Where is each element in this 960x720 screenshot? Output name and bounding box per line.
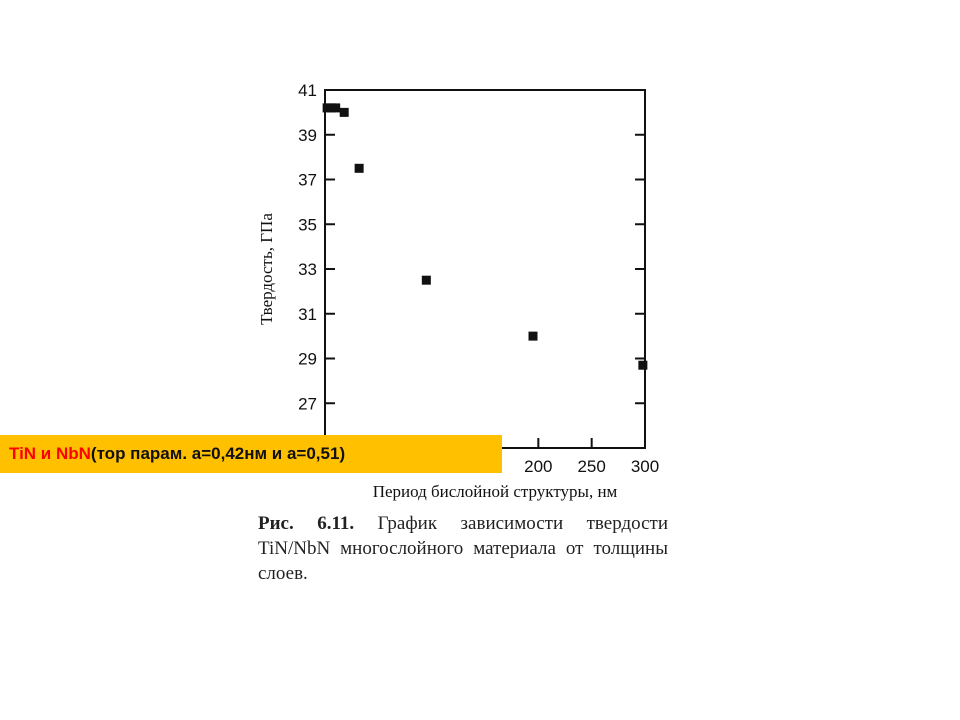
- y-tick-label: 33: [298, 260, 317, 279]
- y-tick-label: 35: [298, 215, 317, 234]
- y-tick-label: 31: [298, 305, 317, 324]
- data-point: [528, 331, 538, 341]
- x-tick-label: 300: [631, 457, 659, 476]
- x-tick-label: 200: [524, 457, 552, 476]
- caption-label: Рис. 6.11.: [258, 513, 355, 534]
- data-point: [331, 103, 341, 113]
- y-tick-label: 41: [298, 81, 317, 100]
- data-point: [421, 275, 431, 285]
- x-axis-ticks: 200 250 300: [524, 438, 659, 476]
- data-point: [638, 360, 648, 370]
- banner-params: (тор парам. а=0,42нм и а=0,51): [90, 444, 346, 463]
- y-tick-label: 37: [298, 171, 317, 190]
- y-tick-label: 29: [298, 350, 317, 369]
- figure-caption: Рис. 6.11. График зависимости твердости …: [258, 511, 668, 586]
- materials-banner: TiN и NbN (тор парам. а=0,42нм и а=0,51): [0, 435, 502, 473]
- y-tick-label: 39: [298, 126, 317, 145]
- banner-materials: TiN и NbN: [9, 444, 91, 463]
- y-axis-ticks: 41 39 37 35 33 31 29 27: [298, 81, 645, 413]
- x-tick-label: 250: [577, 457, 605, 476]
- data-point: [339, 107, 349, 117]
- y-tick-label: 27: [298, 394, 317, 413]
- x-axis-title: Период бислойной структуры, нм: [373, 482, 618, 501]
- caption-text: График зависимости твердости TiN/NbN мно…: [258, 513, 668, 584]
- data-point: [354, 163, 364, 173]
- data-points: [322, 103, 648, 370]
- y-axis-title: Твердость, ГПа: [257, 213, 276, 325]
- plot-frame: [324, 89, 646, 449]
